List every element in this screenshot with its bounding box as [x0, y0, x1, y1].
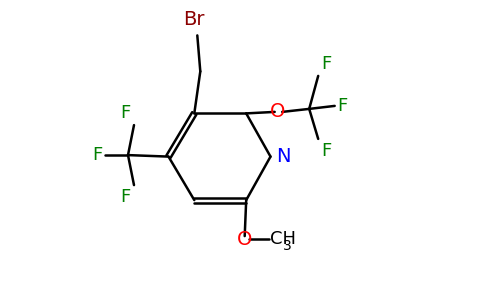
Text: F: F: [321, 55, 332, 73]
Text: F: F: [92, 146, 103, 164]
Text: F: F: [121, 188, 131, 206]
Text: F: F: [121, 104, 131, 122]
Text: Br: Br: [183, 11, 205, 29]
Text: N: N: [276, 147, 290, 166]
Text: 3: 3: [283, 239, 292, 253]
Text: CH: CH: [270, 230, 296, 248]
Text: F: F: [321, 142, 332, 160]
Text: F: F: [338, 97, 348, 115]
Text: O: O: [270, 102, 286, 122]
Text: O: O: [237, 230, 252, 249]
